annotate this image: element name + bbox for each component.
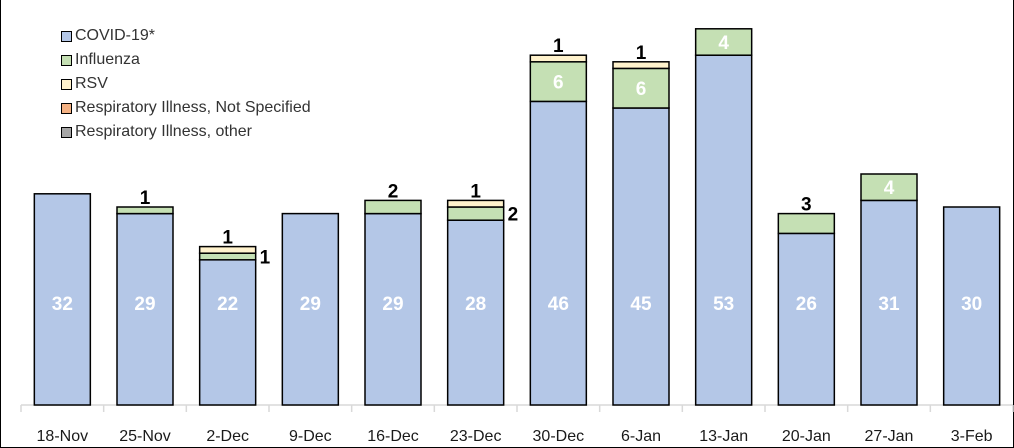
data-label: 1 <box>470 181 481 202</box>
data-label: 22 <box>217 294 238 315</box>
data-label: 1 <box>140 188 151 209</box>
bar-rsv-6-jan <box>612 61 670 70</box>
x-category-label: 20-Jan <box>782 428 831 445</box>
x-axis-ticks <box>20 405 1014 412</box>
bar-influenza-25-nov <box>116 206 174 215</box>
bar-influenza-30-dec <box>529 61 588 103</box>
data-label: 3 <box>801 195 812 216</box>
bar-covid-19-25-nov <box>116 212 174 406</box>
data-label: 53 <box>713 294 734 315</box>
bar-rsv-30-dec <box>529 54 588 63</box>
data-label: 6 <box>553 73 564 94</box>
legend-item-influenza: Influenza <box>61 48 311 72</box>
data-label: 45 <box>630 294 652 315</box>
data-label: 32 <box>52 294 73 315</box>
x-category-label: 9-Dec <box>289 428 332 445</box>
legend-label: COVID-19* <box>75 27 156 44</box>
bar-influenza-2-dec <box>198 252 257 261</box>
legend-item-respiratory-illness-other: Respiratory Illness, other <box>61 120 311 144</box>
data-label: 6 <box>636 79 647 100</box>
bar-covid-19-30-dec <box>529 100 588 406</box>
bar-covid-19-20-jan <box>777 232 836 406</box>
data-label: 30 <box>961 294 982 315</box>
legend-label: RSV <box>75 75 108 92</box>
bar-group <box>33 28 1001 406</box>
bar-covid-19-18-nov <box>33 193 92 406</box>
x-category-label: 16-Dec <box>367 428 419 445</box>
bar-covid-19-6-jan <box>612 107 670 406</box>
legend-item-rsv: RSV <box>61 72 311 96</box>
data-label: 1 <box>260 248 271 269</box>
data-label: 2 <box>508 205 519 226</box>
data-label: 29 <box>382 294 403 315</box>
data-label: 4 <box>718 33 729 54</box>
bar-covid-19-23-dec <box>446 219 505 406</box>
legend-swatch <box>61 30 72 42</box>
x-category-label: 25-Nov <box>119 428 171 445</box>
x-category-label: 18-Nov <box>37 428 89 445</box>
legend-label: Influenza <box>75 51 140 68</box>
legend-swatch <box>61 54 72 66</box>
x-category-label: 23-Dec <box>450 428 502 445</box>
legend-label: Respiratory Illness, Not Specified <box>75 99 311 116</box>
data-label: 46 <box>548 294 569 315</box>
data-label: 28 <box>465 294 486 315</box>
bar-influenza-16-dec <box>364 199 422 215</box>
data-label: 1 <box>636 43 647 64</box>
x-category-label: 30-Dec <box>533 428 585 445</box>
legend-swatch <box>61 102 72 114</box>
bar-covid-19-27-jan <box>860 199 918 406</box>
bar-covid-19-3-feb <box>942 206 1001 406</box>
x-category-label: 3-Feb <box>951 428 993 445</box>
bar-covid-19-9-dec <box>281 212 340 406</box>
data-label: 31 <box>878 294 900 315</box>
legend-swatch <box>61 126 72 138</box>
data-label: 1 <box>553 36 564 57</box>
data-label-group: 32 29 1 22 1 1 29 29 2 28 2 1 46 6 1 45 6 1 53 4 26 3 31 4 30 <box>52 33 982 315</box>
x-category-label: 2-Dec <box>206 428 249 445</box>
bar-covid-19-16-dec <box>364 212 422 406</box>
bar-influenza-20-jan <box>777 212 836 235</box>
legend-item-covid-19: COVID-19* <box>61 24 311 48</box>
category-label-group: 18-Nov 25-Nov 2-Dec 9-Dec 16-Dec 23-Dec 30-Dec… <box>37 428 993 445</box>
x-category-label: 6-Jan <box>621 428 661 445</box>
data-label: 29 <box>134 294 155 315</box>
bar-rsv-2-dec <box>198 245 257 254</box>
x-category-label: 27-Jan <box>865 428 914 445</box>
bar-covid-19-13-jan <box>694 54 753 406</box>
legend: COVID-19* Influenza RSV Respiratory Illness… <box>61 24 311 144</box>
bar-influenza-27-jan <box>860 173 918 202</box>
bar-influenza-13-jan <box>694 28 753 56</box>
legend-swatch <box>61 78 72 90</box>
bar-covid-19-2-dec <box>198 259 257 406</box>
legend-item-respiratory-illness-not-specified: Respiratory Illness, Not Specified <box>61 96 311 120</box>
bar-rsv-23-dec <box>446 199 505 208</box>
data-label: 4 <box>884 178 895 199</box>
x-category-label: 13-Jan <box>699 428 748 445</box>
legend-label: Respiratory Illness, other <box>75 123 252 140</box>
data-label: 2 <box>388 181 399 202</box>
data-label: 1 <box>222 228 233 249</box>
data-label: 29 <box>300 294 321 315</box>
data-label: 26 <box>796 294 817 315</box>
bar-influenza-23-dec <box>446 206 505 221</box>
